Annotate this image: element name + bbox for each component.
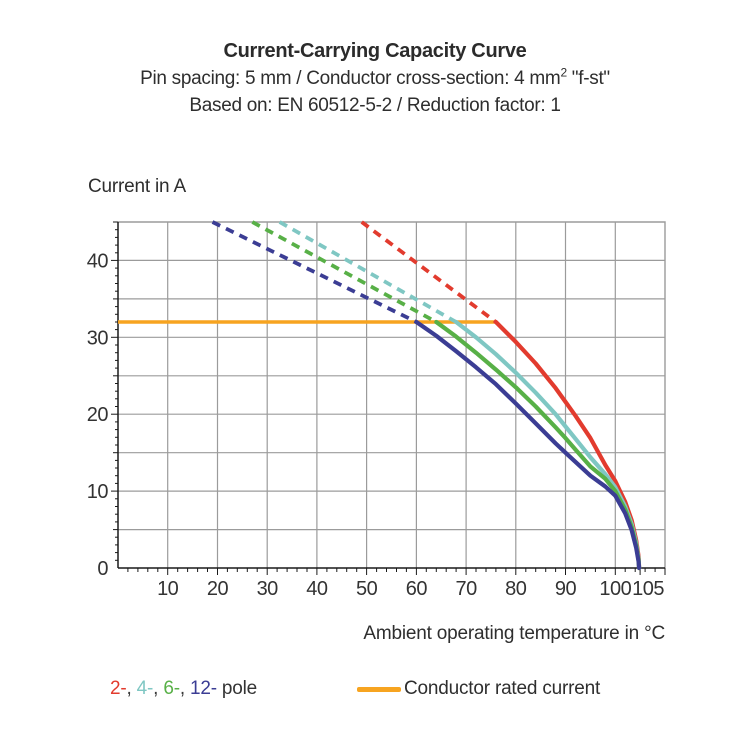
svg-text:100: 100	[599, 578, 631, 600]
series-6-pole-dashed	[251, 220, 438, 324]
chart-header: Current-Carrying Capacity Curve Pin spac…	[0, 38, 750, 119]
series-12-pole-dashed	[211, 220, 418, 324]
legend-separator: ,	[126, 678, 137, 699]
svg-text:50: 50	[356, 578, 378, 600]
svg-text:30: 30	[87, 327, 109, 349]
tick-marks	[111, 221, 666, 575]
legend-separator: ,	[153, 678, 164, 699]
svg-text:10: 10	[87, 481, 109, 503]
y-axis-title: Current in A	[88, 176, 186, 197]
legend-item-2-pole: 2-	[110, 678, 127, 699]
rated-current-label: Conductor rated current	[404, 678, 601, 699]
legend-item-12-pole: 12-	[190, 678, 217, 699]
x-tick-labels: 10 20 30 40 50 60 70 80 90 100 105	[157, 578, 665, 600]
legend-item-4-pole: 4-	[136, 678, 154, 699]
svg-text:105: 105	[632, 578, 664, 600]
rated-current-swatch-icon	[357, 686, 401, 692]
chart-subtitle: Pin spacing: 5 mm / Conductor cross-sect…	[0, 65, 750, 92]
chart-title: Current-Carrying Capacity Curve	[223, 40, 527, 62]
subtitle-superscript: 2	[560, 65, 567, 80]
subtitle-pre: Pin spacing: 5 mm / Conductor cross-sect…	[140, 68, 561, 89]
chart-basis-line: Based on: EN 60512-5-2 / Reduction facto…	[189, 95, 561, 116]
series-4-pole-dashed	[278, 220, 458, 324]
y-tick-labels: 0 10 20 30 40	[87, 250, 109, 580]
subtitle-post: "f-st"	[566, 68, 610, 89]
svg-text:20: 20	[87, 404, 109, 426]
plot-grid	[118, 222, 665, 568]
series-2-pole-dashed	[360, 220, 498, 324]
legend-rated-current: Conductor rated current	[357, 678, 600, 700]
svg-text:80: 80	[505, 578, 527, 600]
svg-text:40: 40	[306, 578, 328, 600]
legend-separator: ,	[179, 678, 191, 699]
svg-text:60: 60	[406, 578, 428, 600]
svg-text:70: 70	[455, 578, 477, 600]
series-2-pole-curve	[493, 319, 642, 571]
svg-text:90: 90	[555, 578, 577, 600]
svg-text:0: 0	[97, 558, 108, 580]
legend-item-6-pole: 6-	[163, 678, 180, 699]
svg-text:30: 30	[257, 578, 279, 600]
axes	[117, 222, 665, 569]
x-axis-title: Ambient operating temperature in °C	[363, 623, 665, 644]
svg-text:20: 20	[207, 578, 229, 600]
legend-poles: 2-, 4-, 6-, 12- pole	[110, 678, 257, 700]
plot-frame	[118, 221, 666, 568]
legend-pole-word: pole	[221, 678, 258, 699]
svg-text:10: 10	[157, 578, 179, 600]
series-12-pole-curve	[414, 319, 642, 571]
svg-text:40: 40	[87, 250, 109, 272]
